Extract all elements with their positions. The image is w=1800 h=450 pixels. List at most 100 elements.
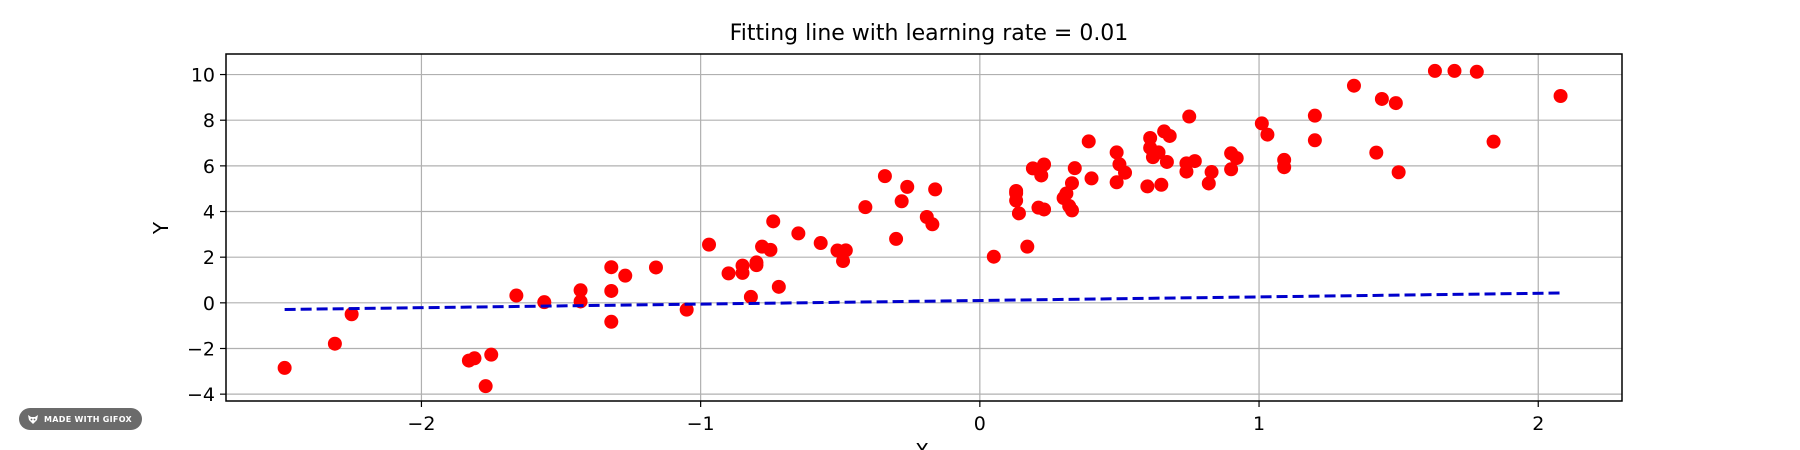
y-tick-label: 4 xyxy=(203,202,215,224)
scatter-point xyxy=(986,249,1001,264)
grid xyxy=(226,54,1622,401)
scatter-point xyxy=(1486,134,1501,149)
scatter-point xyxy=(1020,239,1035,254)
scatter-point xyxy=(1159,154,1174,169)
scatter-point xyxy=(1277,160,1292,175)
scatter-point xyxy=(573,283,588,298)
scatter-point xyxy=(1374,91,1389,106)
scatter-point xyxy=(702,237,717,252)
scatter-point xyxy=(327,336,342,351)
scatter-point xyxy=(1427,63,1442,78)
x-tick-label: 1 xyxy=(1253,413,1265,435)
scatter-point xyxy=(467,351,482,366)
scatter-point xyxy=(1037,157,1052,172)
scatter-point xyxy=(743,289,758,304)
scatter-point xyxy=(604,314,619,329)
scatter-point xyxy=(928,182,943,197)
scatter-point xyxy=(894,194,909,209)
y-tick-label: 6 xyxy=(203,156,215,178)
gifox-watermark-badge: MADE WITH GIFOX xyxy=(19,408,142,430)
scatter-point xyxy=(1140,179,1155,194)
scatter-point xyxy=(1182,109,1197,124)
scatter-point xyxy=(1109,175,1124,190)
scatter-point xyxy=(791,226,806,241)
scatter-point xyxy=(1084,171,1099,186)
scatter-point xyxy=(721,266,736,281)
scatter-point xyxy=(1553,89,1568,104)
scatter-point xyxy=(1469,64,1484,79)
watermark-text: MADE WITH GIFOX xyxy=(44,414,132,424)
scatter-point xyxy=(1254,116,1269,131)
scatter-point xyxy=(1388,96,1403,111)
scatter-point xyxy=(648,260,663,275)
scatter-point xyxy=(889,231,904,246)
scatter-point xyxy=(1447,63,1462,78)
scatter-point xyxy=(1059,186,1074,201)
y-axis-label: Y xyxy=(149,221,173,235)
scatter-point xyxy=(1229,151,1244,166)
scatter-point xyxy=(1009,183,1024,198)
scatter-point xyxy=(763,242,778,257)
scatter-point xyxy=(1307,133,1322,148)
scatter-point xyxy=(1154,177,1169,192)
scatter-point xyxy=(1201,176,1216,191)
scatter-point xyxy=(1204,165,1219,180)
x-tick-label: 2 xyxy=(1532,413,1544,435)
scatter-point xyxy=(1143,131,1158,146)
scatter-point xyxy=(618,268,633,283)
scatter-point xyxy=(1011,206,1026,221)
y-tick-label: 2 xyxy=(203,247,215,269)
scatter-point xyxy=(1009,193,1024,208)
scatter-point xyxy=(1034,168,1049,183)
scatter-point xyxy=(749,258,764,273)
scatter-point xyxy=(1369,145,1384,160)
y-tick-label: −4 xyxy=(187,384,215,406)
scatter-point xyxy=(509,288,524,303)
scatter-point xyxy=(838,243,853,258)
scatter-point xyxy=(1067,161,1082,176)
plot-frame xyxy=(225,53,1623,402)
scatter-point xyxy=(735,258,750,273)
scatter-point xyxy=(925,217,940,232)
scatter-point xyxy=(813,236,828,251)
y-tick-label: 10 xyxy=(191,65,215,87)
scatter-point xyxy=(344,307,359,322)
scatter-point xyxy=(679,302,694,317)
scatter-point xyxy=(1307,108,1322,123)
scatter-point xyxy=(836,254,851,269)
scatter-point xyxy=(1391,165,1406,180)
scatter-point xyxy=(858,200,873,215)
plot-marks xyxy=(277,63,1568,394)
scatter-point xyxy=(1187,154,1202,169)
scatter-point xyxy=(900,179,915,194)
scatter-point xyxy=(877,169,892,184)
scatter-point xyxy=(1064,203,1079,218)
scatter-point xyxy=(1260,127,1275,142)
scatter-point xyxy=(1346,78,1361,93)
scatter-point xyxy=(1162,128,1177,143)
scatter-point xyxy=(604,260,619,275)
scatter-point xyxy=(1037,202,1052,217)
x-tick-label: −2 xyxy=(407,413,435,435)
scatter-point xyxy=(1081,134,1096,149)
scatter-point xyxy=(1109,145,1124,160)
y-tick-label: −2 xyxy=(187,338,215,360)
scatter-point xyxy=(771,279,786,294)
scatter-point xyxy=(1118,165,1133,180)
scatter-point xyxy=(1151,145,1166,160)
fitted-line xyxy=(284,291,1561,311)
y-tick-label: 0 xyxy=(203,293,215,315)
scatter-point xyxy=(1224,162,1239,177)
y-tick-label: 8 xyxy=(203,110,215,132)
scatter-point xyxy=(478,379,493,394)
scatter-point xyxy=(484,347,499,362)
scatter-point xyxy=(277,360,292,375)
scatter-point xyxy=(604,283,619,298)
gifox-logo-icon xyxy=(28,415,38,424)
x-axis-label: X xyxy=(915,439,929,450)
x-tick-label: 0 xyxy=(974,413,986,435)
scatter-point xyxy=(766,214,781,229)
scatter-point xyxy=(1064,176,1079,191)
chart-title: Fitting line with learning rate = 0.01 xyxy=(730,21,1129,46)
